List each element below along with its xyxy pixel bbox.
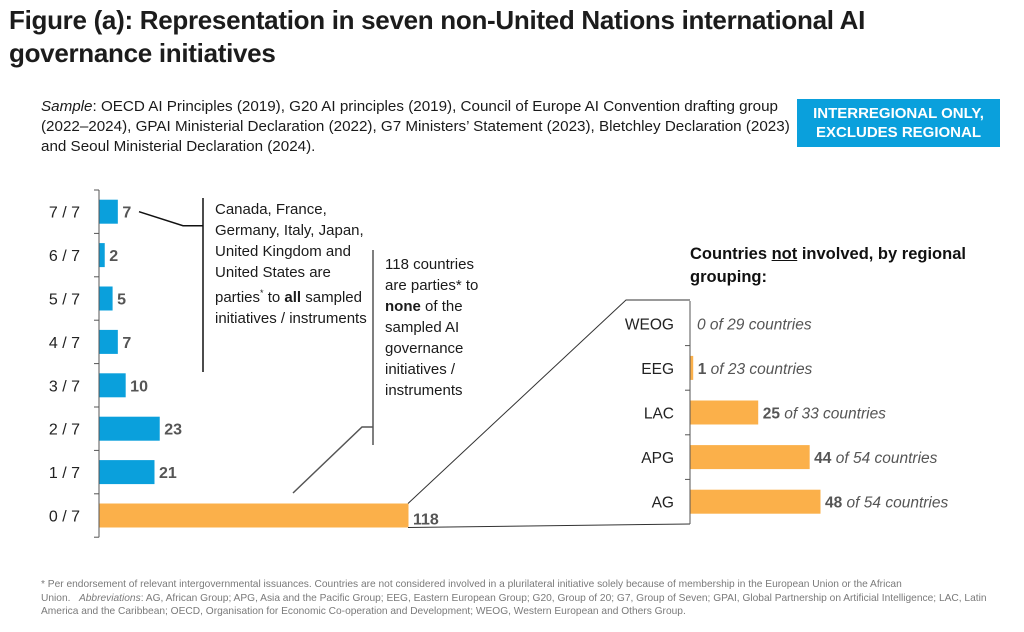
annotation-all: Canada, France, Germany, Italy, Japan, U…	[215, 199, 375, 329]
annotation-none-text: 118 countries are parties* to	[385, 256, 479, 294]
annotation-all-connector	[138, 210, 203, 227]
left-bar	[99, 373, 126, 398]
sample-description: Sample: OECD AI Principles (2019), G20 A…	[41, 97, 801, 157]
annotation-none-bold: none	[385, 298, 421, 315]
left-bar	[99, 416, 160, 441]
left-bar-value-label: 7	[122, 205, 131, 222]
heading-part-1: Countries	[690, 245, 772, 263]
right-bar-value-label: 25 of 33 countries	[763, 406, 886, 423]
badge-line-2: EXCLUDES REGIONAL	[815, 124, 981, 141]
footnote-text: * Per endorsement of relevant intergover…	[41, 579, 902, 604]
right-bar-total: of 54 countries	[831, 450, 937, 467]
right-bar-value-label: 1 of 23 countries	[698, 361, 813, 378]
badge-line-1: INTERREGIONAL ONLY,	[813, 105, 984, 122]
left-bar	[99, 329, 118, 354]
right-bar-value-label: 0 of 29 countries	[697, 316, 812, 333]
right-bar	[690, 400, 759, 425]
right-category-label: AG	[652, 495, 674, 512]
left-category-label: 1 / 7	[49, 465, 80, 482]
right-bar	[690, 489, 821, 514]
left-category-label: 6 / 7	[49, 248, 80, 265]
sample-label: Sample	[41, 98, 93, 115]
left-bar-value-label: 7	[122, 335, 131, 352]
left-category-label: 2 / 7	[49, 422, 80, 439]
right-category-label: EEG	[641, 361, 674, 378]
right-category-label: LAC	[644, 406, 674, 423]
right-bar-value: 0	[697, 316, 706, 333]
abbreviations-label: Abbreviations	[78, 592, 141, 604]
left-category-label: 7 / 7	[49, 205, 80, 222]
left-bar	[99, 243, 105, 268]
left-category-label: 4 / 7	[49, 335, 80, 352]
right-bar	[690, 355, 694, 380]
sample-text: : OECD AI Principles (2019), G20 AI prin…	[41, 98, 790, 155]
left-bar	[99, 460, 155, 485]
interregional-badge: INTERREGIONAL ONLY, EXCLUDES REGIONAL	[797, 99, 1000, 147]
right-bar-value: 44	[814, 450, 832, 467]
left-bar	[99, 286, 113, 311]
regional-chart-heading: Countries not involved, by regional grou…	[690, 243, 1024, 289]
left-category-label: 5 / 7	[49, 292, 80, 309]
heading-underlined: not	[771, 245, 798, 263]
left-bar-value-label: 23	[164, 422, 182, 439]
left-bar-value-label: 118	[413, 512, 439, 529]
zoom-connector-bottom	[407, 523, 691, 528]
right-bar-value-label: 48 of 54 countries	[825, 495, 948, 512]
right-bar-total: of 54 countries	[842, 495, 948, 512]
right-bar	[690, 445, 810, 470]
right-bar-total: of 23 countries	[706, 361, 812, 378]
footnote: * Per endorsement of relevant intergover…	[41, 578, 991, 619]
left-bar-value-label: 21	[159, 465, 177, 482]
zoom-connector-top	[407, 299, 690, 504]
annotation-none: 118 countries are parties* to none of th…	[385, 254, 497, 401]
left-bar	[99, 503, 409, 528]
annotation-all-after: sampled initiatives / instruments	[215, 289, 367, 327]
right-bar-value-label: 44 of 54 countries	[814, 450, 937, 467]
figure-title: Figure (a): Representation in seven non-…	[9, 5, 866, 68]
left-bar	[99, 199, 118, 224]
abbreviations-text: : AG, African Group; APG, Asia and the P…	[41, 592, 987, 618]
heading-part-2: involved, by regional grouping:	[690, 245, 966, 286]
annotation-all-bold: all	[284, 289, 302, 306]
right-bar-total: of 33 countries	[780, 406, 886, 423]
annotation-none-after: of the sampled AI governance initiatives…	[385, 298, 464, 399]
right-bar-value: 48	[825, 495, 843, 512]
annotation-none-connector	[292, 426, 373, 494]
right-category-label: WEOG	[625, 316, 674, 333]
annotation-all-mid: to	[263, 289, 285, 306]
right-bar-total: of 29 countries	[706, 316, 812, 333]
annotation-all-text: Canada, France, Germany, Italy, Japan, U…	[215, 201, 364, 306]
right-bar-value: 25	[763, 406, 781, 423]
annotation-all-sup: *	[260, 288, 264, 298]
left-bar-value-label: 2	[109, 248, 118, 265]
left-category-label: 0 / 7	[49, 509, 80, 526]
right-category-label: APG	[641, 450, 674, 467]
left-bar-value-label: 5	[117, 292, 126, 309]
right-bar-value: 1	[698, 361, 707, 378]
left-bar-value-label: 10	[130, 378, 148, 395]
left-category-label: 3 / 7	[49, 378, 80, 395]
